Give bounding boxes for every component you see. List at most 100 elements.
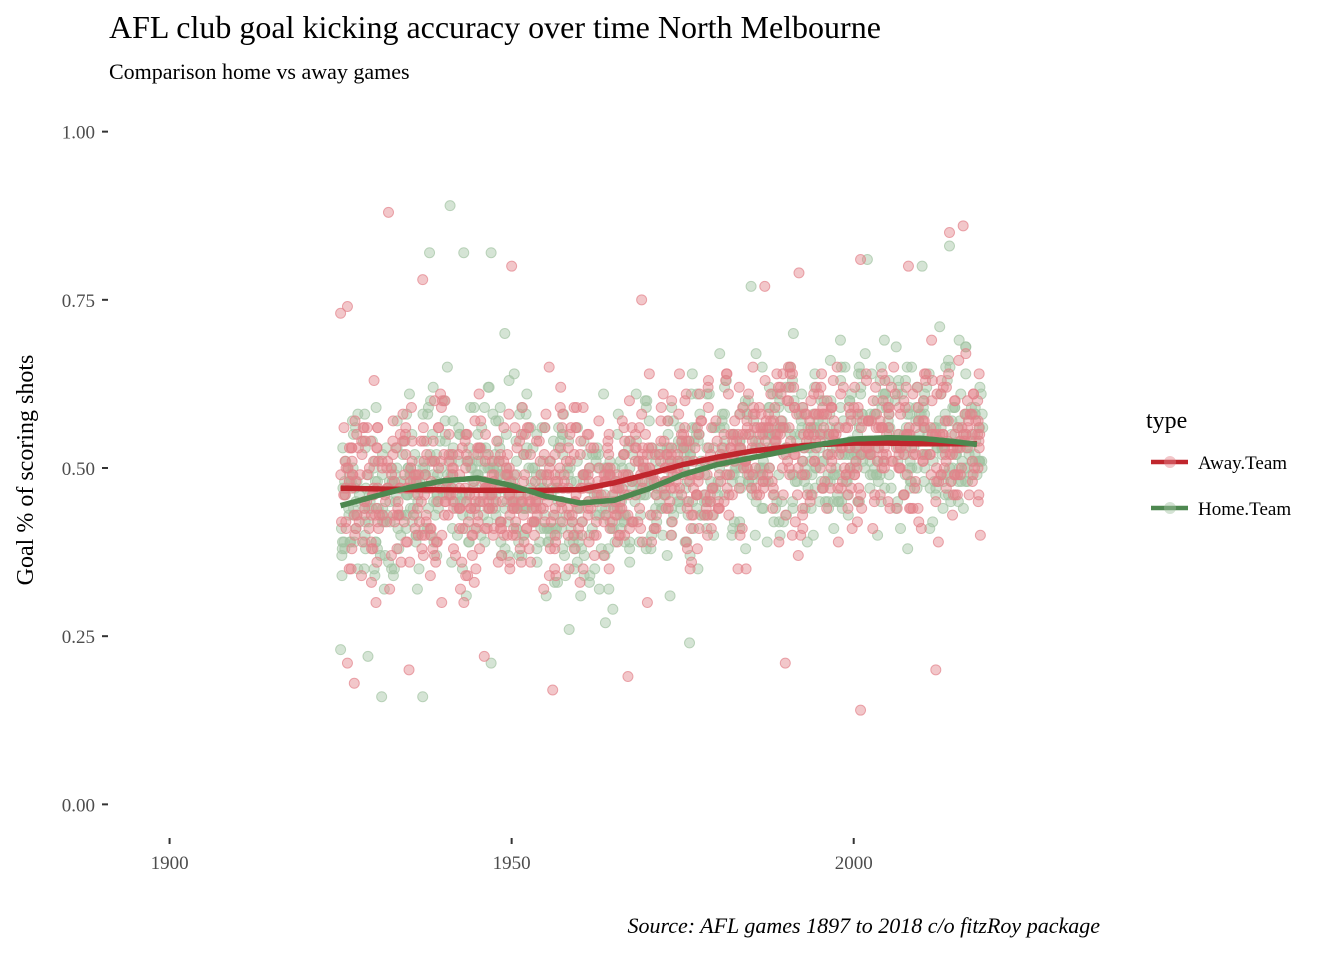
point-home	[411, 583, 423, 595]
point-away	[913, 516, 925, 528]
point-away	[363, 462, 375, 474]
legend-key-point-home	[1164, 502, 1176, 514]
point-home	[805, 502, 817, 514]
point-away	[460, 449, 472, 461]
point-away	[917, 395, 929, 407]
point-home	[773, 469, 785, 481]
point-away	[952, 469, 964, 481]
point-away	[842, 489, 854, 501]
point-away	[424, 570, 436, 582]
point-home	[919, 388, 931, 400]
point-away	[604, 523, 616, 535]
point-away	[555, 381, 567, 393]
point-home	[335, 644, 347, 656]
point-away	[966, 475, 978, 487]
point-away	[865, 449, 877, 461]
point-away	[482, 449, 494, 461]
point-away	[636, 536, 648, 548]
point-away	[523, 422, 535, 434]
point-away	[340, 516, 352, 528]
point-home	[827, 469, 839, 481]
point-home	[692, 563, 704, 575]
point-away	[825, 401, 837, 413]
point-away	[416, 543, 428, 555]
point-away	[583, 428, 595, 440]
point-away	[851, 516, 863, 528]
point-away	[373, 509, 385, 521]
point-away	[940, 381, 952, 393]
point-away	[417, 422, 429, 434]
point-away	[355, 570, 367, 582]
point-away	[877, 422, 889, 434]
point-away	[635, 523, 647, 535]
point-away	[689, 442, 701, 454]
point-home	[413, 563, 425, 575]
point-away	[349, 529, 361, 541]
point-away	[452, 449, 464, 461]
point-home	[749, 529, 761, 541]
point-home	[953, 334, 965, 346]
point-away	[500, 469, 512, 481]
point-away	[439, 395, 451, 407]
legend-title: type	[1146, 408, 1187, 434]
point-away	[703, 442, 715, 454]
chart-subtitle: Comparison home vs away games	[109, 59, 410, 84]
point-home	[422, 401, 434, 413]
point-away	[852, 496, 864, 508]
point-away	[786, 529, 798, 541]
point-away	[454, 583, 466, 595]
point-home	[428, 536, 440, 548]
point-home	[359, 408, 371, 420]
point-away	[473, 388, 485, 400]
point-home	[565, 523, 577, 535]
point-home	[439, 435, 451, 447]
point-away	[479, 428, 491, 440]
point-away	[358, 422, 370, 434]
point-away	[780, 509, 792, 521]
point-away	[805, 395, 817, 407]
point-away	[416, 529, 428, 541]
point-away	[792, 549, 804, 561]
point-home	[598, 388, 610, 400]
point-away	[702, 529, 714, 541]
point-away	[474, 442, 486, 454]
point-home	[834, 401, 846, 413]
point-away	[590, 529, 602, 541]
point-away	[722, 388, 734, 400]
point-home	[719, 381, 731, 393]
point-away	[693, 523, 705, 535]
point-away	[478, 650, 490, 662]
point-away	[335, 469, 347, 481]
point-away	[828, 415, 840, 427]
point-away	[523, 543, 535, 555]
point-home	[890, 341, 902, 353]
point-away	[426, 455, 438, 467]
point-away	[470, 563, 482, 575]
point-away	[926, 334, 938, 346]
point-away	[438, 509, 450, 521]
point-away	[363, 523, 375, 535]
point-home	[403, 388, 415, 400]
point-away	[797, 502, 809, 514]
point-away	[901, 469, 913, 481]
point-away	[472, 509, 484, 521]
point-away	[570, 422, 582, 434]
point-away	[734, 408, 746, 420]
point-home	[769, 502, 781, 514]
point-away	[574, 449, 586, 461]
point-home	[490, 415, 502, 427]
point-away	[855, 422, 867, 434]
point-away	[886, 455, 898, 467]
point-home	[593, 583, 605, 595]
point-home	[787, 327, 799, 339]
point-away	[693, 428, 705, 440]
point-away	[705, 523, 717, 535]
point-home	[612, 408, 624, 420]
point-away	[391, 509, 403, 521]
point-away	[894, 462, 906, 474]
point-away	[673, 368, 685, 380]
point-home	[661, 549, 673, 561]
point-away	[507, 529, 519, 541]
point-home	[643, 415, 655, 427]
point-away	[773, 536, 785, 548]
